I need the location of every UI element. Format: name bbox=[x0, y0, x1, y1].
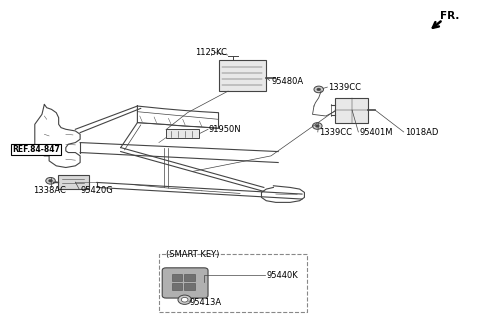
Circle shape bbox=[312, 123, 322, 129]
Text: 1338AC: 1338AC bbox=[33, 186, 66, 195]
Circle shape bbox=[315, 125, 319, 127]
Text: 1018AD: 1018AD bbox=[405, 128, 438, 137]
Text: REF.84-847: REF.84-847 bbox=[12, 145, 60, 154]
Bar bbox=[336, 98, 368, 123]
Circle shape bbox=[181, 297, 188, 302]
Bar bbox=[172, 274, 182, 281]
Text: 95413A: 95413A bbox=[190, 297, 222, 307]
Circle shape bbox=[178, 295, 192, 305]
Text: 95401M: 95401M bbox=[360, 128, 393, 137]
Bar bbox=[166, 129, 199, 138]
Bar bbox=[184, 274, 195, 281]
Bar bbox=[172, 283, 182, 290]
Text: 95420G: 95420G bbox=[80, 186, 113, 195]
FancyBboxPatch shape bbox=[162, 268, 208, 298]
Circle shape bbox=[48, 180, 52, 182]
Circle shape bbox=[46, 178, 55, 184]
Bar bbox=[184, 283, 195, 290]
Circle shape bbox=[314, 86, 324, 93]
Text: 1339CC: 1339CC bbox=[328, 83, 361, 92]
Bar bbox=[58, 175, 89, 189]
Text: (SMART KEY): (SMART KEY) bbox=[166, 250, 219, 259]
Bar bbox=[218, 60, 266, 91]
Text: FR.: FR. bbox=[440, 11, 459, 21]
Text: 91950N: 91950N bbox=[209, 125, 241, 134]
Text: 95440K: 95440K bbox=[266, 271, 298, 280]
Text: 1125KC: 1125KC bbox=[195, 48, 228, 57]
Circle shape bbox=[317, 88, 321, 91]
Text: 1339CC: 1339CC bbox=[319, 128, 352, 137]
Text: 95480A: 95480A bbox=[271, 77, 303, 86]
Bar bbox=[159, 254, 307, 312]
